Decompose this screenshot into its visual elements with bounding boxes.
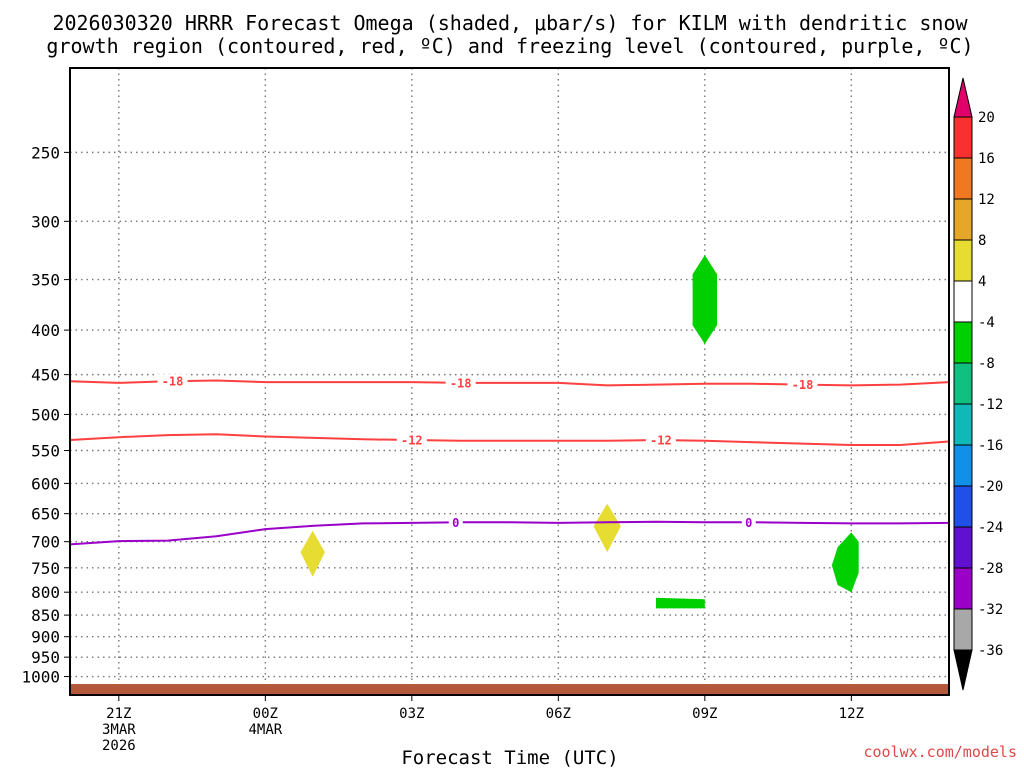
contour-lines: -18 -18 -18 -12 -12 0 0 [69, 374, 950, 546]
contour-label-bg [445, 375, 476, 390]
colorbar-label: -16 [978, 438, 1003, 454]
y-tick-label: 650 [31, 505, 60, 524]
colorbar-label: 20 [978, 110, 995, 126]
contour-label: 0 [452, 516, 459, 530]
contour-label-bg [448, 515, 463, 530]
colorbar-swatch [953, 485, 973, 528]
colorbar-label: -12 [978, 397, 1003, 413]
x-tick-label: 06Z [546, 706, 571, 722]
omega-region-yellow-center [593, 503, 621, 553]
y-tick-label: 600 [31, 474, 60, 493]
contour-label: -18 [450, 376, 472, 390]
y-tick-label: 700 [31, 533, 60, 552]
y-tick-label: 350 [31, 271, 60, 290]
contour-label: -12 [401, 434, 423, 448]
colorbar-top-arrow [953, 77, 973, 118]
colorbar-swatch [953, 567, 973, 610]
colorbar-swatch [953, 280, 973, 323]
x-tick-label: 00Z [253, 706, 278, 722]
omega-region-green-lower-center [656, 597, 705, 609]
colorbar-swatch [953, 444, 973, 487]
contour-line-0 [69, 520, 950, 546]
colorbar-label: -8 [978, 356, 995, 372]
plot-frame [69, 67, 950, 696]
colorbar-swatch [953, 403, 973, 446]
contour-label-bg [787, 377, 818, 392]
colorbar: 20 16 12 8 4 -4 -8 -12 -16 -20 -24 -28 -32 -36 [953, 77, 1003, 691]
x-tick-label: 3MAR [102, 722, 136, 738]
colorbar-swatch [953, 321, 973, 364]
colorbar-label: -24 [978, 520, 1003, 536]
contour-label: -18 [162, 375, 184, 389]
y-tick-label: 400 [31, 321, 60, 340]
x-tick-label: 21Z [106, 706, 131, 722]
contour-label-bg [741, 515, 756, 530]
colorbar-label: 8 [978, 233, 986, 249]
x-tick-label: 12Z [839, 706, 864, 722]
y-tick-label: 950 [31, 648, 60, 667]
contour-label-bg [157, 374, 188, 389]
contour-label: -12 [650, 434, 672, 448]
colorbar-label: 12 [978, 192, 995, 208]
chart-title: 2026030320 HRRR Forecast Omega (shaded, … [46, 11, 973, 58]
y-tick-label: 800 [31, 583, 60, 602]
colorbar-swatch [953, 526, 973, 569]
title-line-2: growth region (contoured, red, ºC) and f… [46, 34, 973, 58]
y-tick-label: 250 [31, 143, 60, 162]
x-axis-label: Forecast Time (UTC) [401, 747, 618, 768]
y-axis-ticks: 250 300 350 400 450 500 550 600 650 700 750 800 850 9… [21, 143, 70, 687]
y-tick-label: 750 [31, 559, 60, 578]
colorbar-swatch [953, 157, 973, 200]
colorbar-label: -20 [978, 479, 1003, 495]
colorbar-bottom-arrow [953, 649, 973, 691]
omega-region-yellow-left [300, 530, 325, 577]
colorbar-label: -36 [978, 643, 1003, 659]
contour-line--12 [69, 433, 950, 446]
x-tick-label: 2026 [102, 738, 136, 754]
omega-region-green-lower-right [831, 532, 859, 593]
colorbar-swatch [953, 198, 973, 241]
omega-shading [300, 255, 859, 609]
y-tick-label: 550 [31, 442, 60, 461]
x-tick-label: 09Z [692, 706, 717, 722]
y-tick-label: 300 [31, 212, 60, 231]
contour-label: 0 [745, 516, 752, 530]
x-tick-label: 03Z [399, 706, 424, 722]
colorbar-swatch [953, 239, 973, 282]
y-tick-label: 850 [31, 606, 60, 625]
colorbar-label: -32 [978, 602, 1003, 618]
contour-label-bg [396, 433, 427, 448]
colorbar-label: 4 [978, 274, 986, 290]
colorbar-swatch [953, 362, 973, 405]
colorbar-label: 16 [978, 151, 995, 167]
credit-text: coolwx.com/models [863, 743, 1017, 761]
colorbar-label: -28 [978, 561, 1003, 577]
y-tick-label: 500 [31, 405, 60, 424]
contour-label-bg [645, 433, 676, 448]
y-tick-label: 900 [31, 628, 60, 647]
ground-layer [70, 684, 949, 695]
title-line-1: 2026030320 HRRR Forecast Omega (shaded, … [52, 11, 968, 35]
colorbar-label: -4 [978, 315, 995, 331]
y-tick-label: 450 [31, 366, 60, 385]
ground-fill [70, 684, 949, 695]
omega-region-green-upper [692, 255, 717, 344]
colorbar-swatch [953, 116, 973, 159]
contour-label: -18 [792, 378, 814, 392]
x-tick-label: 4MAR [248, 722, 282, 738]
y-tick-label: 1000 [21, 668, 60, 687]
colorbar-swatch [953, 608, 973, 651]
